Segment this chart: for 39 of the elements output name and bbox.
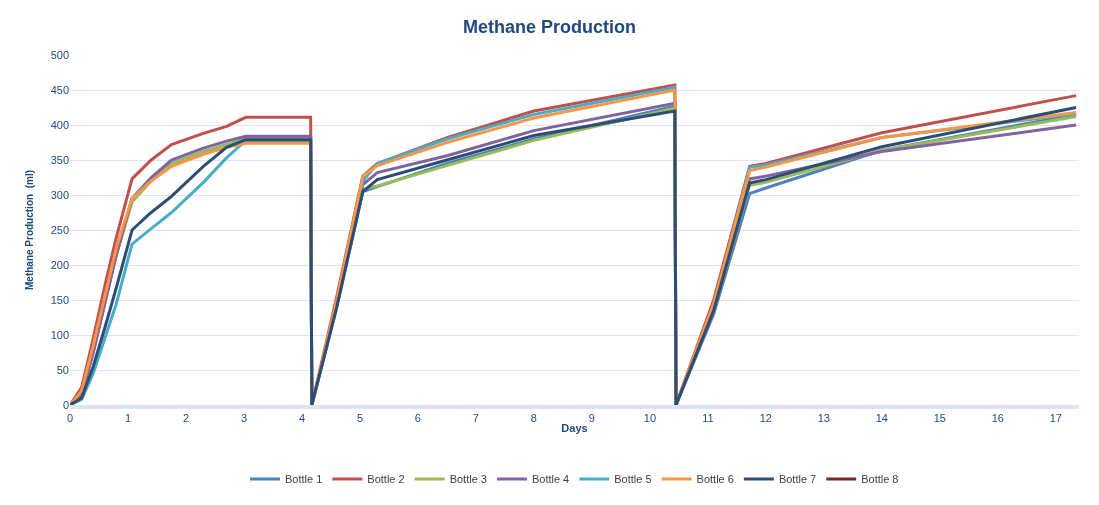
chart-title: Methane Production (462, 16, 637, 37)
y-tick-label: 150 (50, 293, 69, 306)
y-tick-label: 200 (50, 258, 69, 271)
legend-label: Bottle 4 (531, 473, 570, 486)
legend-label: Bottle 1 (285, 473, 323, 486)
legend-label: Bottle 2 (367, 473, 405, 486)
x-tick-label: 17 (1049, 412, 1062, 425)
y-tick-label: 250 (50, 223, 69, 236)
x-axis-title: Days (561, 421, 588, 434)
legend-label: Bottle 6 (696, 473, 734, 486)
legend-label: Bottle 3 (449, 473, 487, 486)
y-tick-label: 500 (50, 48, 69, 61)
x-tick-label: 8 (530, 412, 537, 425)
y-tick-label: 400 (50, 118, 69, 131)
y-tick-label: 450 (50, 83, 69, 96)
legend-label: Bottle 7 (778, 473, 817, 486)
x-tick-label: 1 (124, 412, 132, 425)
x-tick-label: 2 (182, 412, 190, 425)
x-tick-label: 11 (702, 412, 714, 425)
x-tick-label: 13 (817, 412, 830, 425)
x-tick-label: 10 (643, 412, 657, 425)
x-tick-label: 16 (991, 412, 1004, 425)
x-tick-label: 5 (356, 412, 363, 425)
x-tick-label: 3 (240, 412, 248, 425)
y-axis-title: Methane Production (ml) (23, 170, 35, 290)
x-tick-label: 6 (414, 412, 421, 425)
y-tick-label: 100 (50, 328, 69, 341)
y-tick-label: 0 (62, 398, 69, 411)
y-tick-label: 300 (50, 188, 69, 201)
legend-label: Bottle 8 (861, 473, 899, 486)
x-tick-label: 15 (933, 412, 946, 425)
y-tick-label: 350 (50, 153, 69, 166)
x-tick-label: 9 (588, 412, 595, 425)
x-tick-label: 4 (298, 412, 306, 425)
x-tick-label: 14 (875, 412, 888, 425)
legend-label: Bottle 5 (614, 473, 652, 486)
y-tick-label: 50 (56, 363, 69, 376)
x-tick-label: 12 (759, 412, 772, 425)
x-tick-label: 7 (472, 412, 479, 425)
